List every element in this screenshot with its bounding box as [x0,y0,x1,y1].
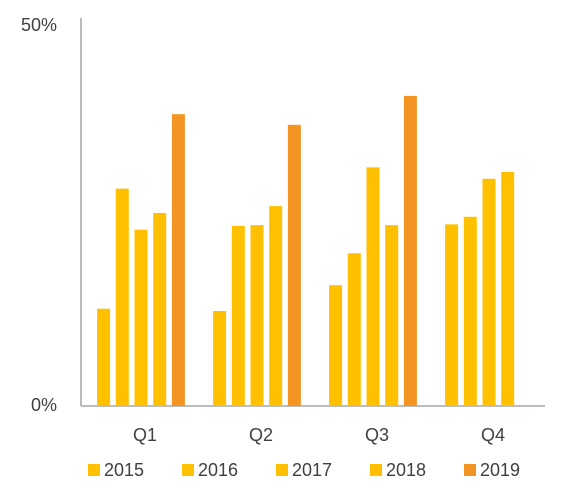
bar [366,167,380,406]
y-tick-label: 50% [21,15,57,35]
bar [385,225,399,406]
bar [403,95,417,407]
bar [171,114,185,406]
legend-swatch [464,464,476,476]
bar [97,308,111,406]
x-tick-label: Q4 [481,425,505,445]
y-tick-label: 0% [31,395,57,415]
bar [250,225,264,406]
x-tick-label: Q3 [365,425,389,445]
legend-swatch [182,464,194,476]
bar [153,212,167,406]
legend-label: 2017 [292,460,332,480]
bar [269,206,283,406]
legend-swatch [370,464,382,476]
legend-label: 2018 [386,460,426,480]
legend-swatch [88,464,100,476]
bar [115,188,129,406]
bar [213,311,227,406]
bar [445,224,459,406]
bar [134,229,148,406]
legend-swatch [276,464,288,476]
x-tick-label: Q1 [133,425,157,445]
bar [463,216,477,406]
legend-label: 2015 [104,460,144,480]
bar [231,225,245,406]
bar [482,178,496,406]
bar [347,253,361,406]
legend-label: 2016 [198,460,238,480]
bar [287,124,301,407]
bar [329,285,343,406]
legend-label: 2019 [480,460,520,480]
x-tick-label: Q2 [249,425,273,445]
bar [501,171,515,406]
